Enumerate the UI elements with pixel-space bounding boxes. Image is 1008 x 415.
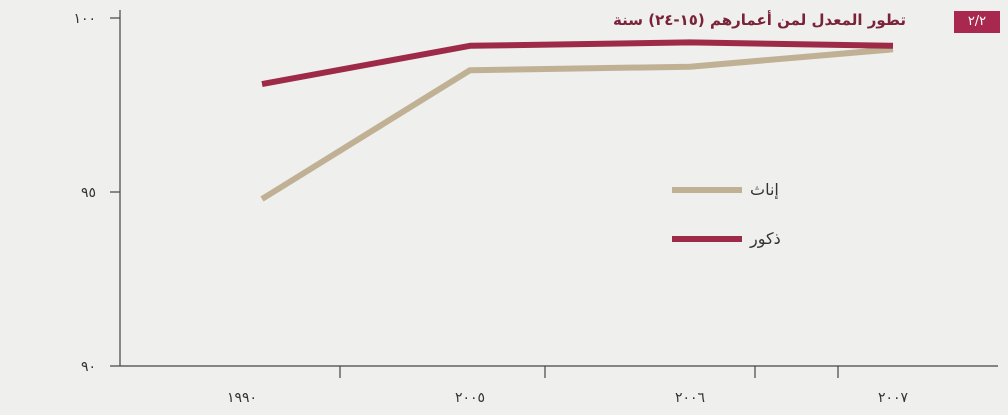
series-line-male: [261, 39, 894, 88]
chart-title: تطور المعدل لمن أعمارهم (١٥-٢٤) سنة: [613, 11, 906, 29]
y-tick-label: ٩٠: [81, 359, 96, 375]
figure-number-badge: ٢/٢: [954, 11, 1000, 33]
x-tick-label: ١٩٩٠: [227, 390, 257, 406]
series-line-female: [260, 46, 894, 202]
x-tick-label: ٢٠٠٥: [455, 390, 485, 406]
x-tick-label: ٢٠٠٦: [675, 390, 705, 406]
x-tick-label: ٢٠٠٧: [878, 390, 909, 406]
legend-item-female: إناث: [672, 180, 779, 199]
legend-swatch-female: [672, 186, 742, 193]
y-tick-label: ٩٥: [81, 185, 96, 201]
legend-label-male: ذكور: [750, 229, 781, 248]
legend-label-female: إناث: [750, 180, 779, 199]
legend-item-male: ذكور: [672, 229, 781, 248]
y-tick-label: ١٠٠: [73, 11, 96, 27]
legend-swatch-male: [672, 235, 742, 242]
